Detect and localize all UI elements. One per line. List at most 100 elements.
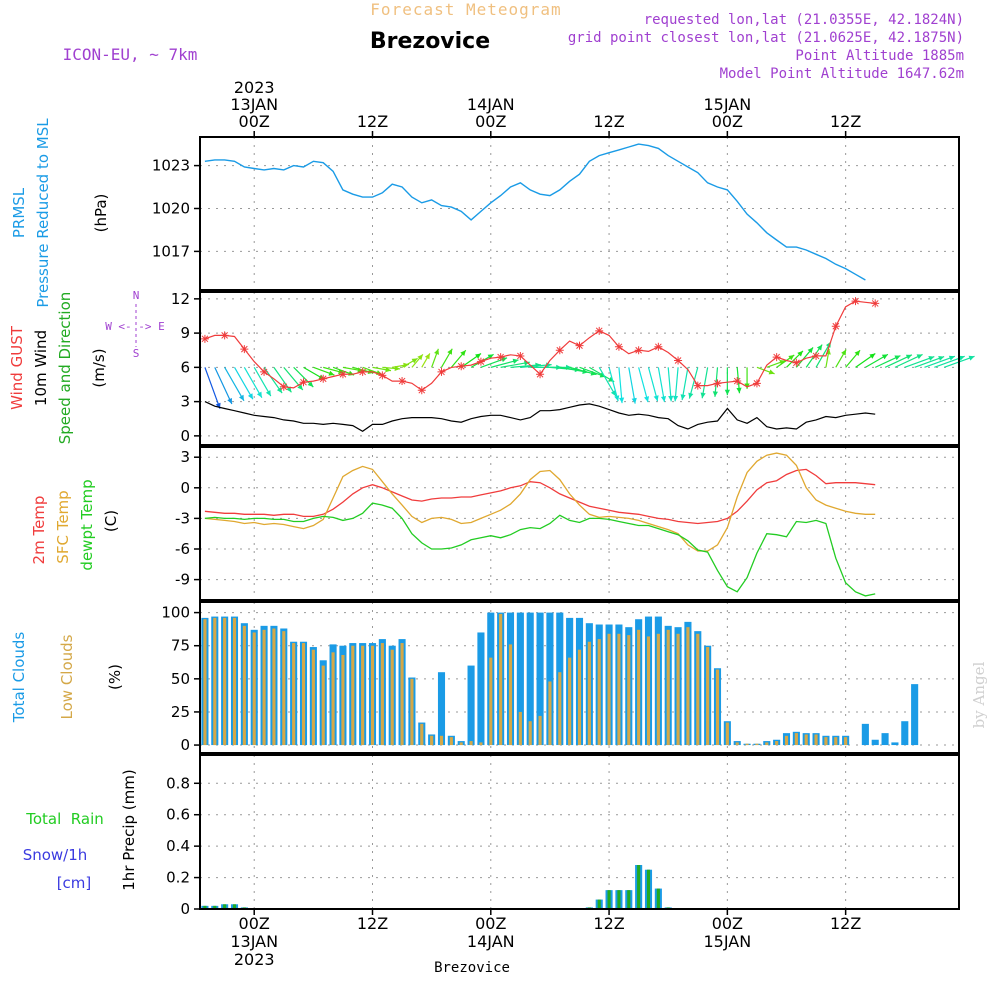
- gust-marker: [398, 377, 407, 386]
- temp-label-dewpt: dewpt Temp: [78, 479, 96, 570]
- rain-bar: [637, 865, 641, 909]
- gust-marker: [378, 371, 387, 380]
- gust-marker: [476, 357, 485, 366]
- total-cloud-bar: [437, 672, 446, 746]
- rain-bar: [627, 890, 631, 909]
- wind-arrow-head: [487, 354, 494, 360]
- low-cloud-bar: [577, 649, 582, 746]
- low-cloud-bar: [430, 735, 434, 746]
- precip-legend-cm: [cm]: [57, 874, 92, 892]
- precip-label: Total Rain Snow/1h [cm] 1hr Precip (mm): [23, 769, 138, 892]
- y-tick-label: -6: [175, 540, 190, 558]
- wind-arrow-head: [610, 390, 616, 397]
- low-cloud-bar: [420, 723, 424, 746]
- low-cloud-bar: [607, 633, 611, 746]
- cloud-label: Total Clouds Low Clouds (%): [10, 632, 124, 724]
- low-cloud-bar: [587, 641, 591, 746]
- gust-marker: [831, 322, 840, 331]
- low-cloud-bar: [242, 625, 246, 746]
- bottom-time-label: 12Z: [830, 914, 861, 933]
- total-cloud-bar: [536, 612, 544, 746]
- low-cloud-bar: [725, 722, 729, 746]
- wind-arrow-head: [854, 350, 861, 357]
- rain-bar: [656, 888, 660, 909]
- wind-arrow: [618, 367, 623, 404]
- total-cloud-bar: [516, 612, 524, 746]
- wind-arrow-head: [328, 370, 335, 376]
- wind-arrow-head: [680, 394, 686, 401]
- low-cloud-bar: [370, 645, 375, 746]
- wind-arrow-head: [807, 347, 814, 354]
- wind-arrow-head: [653, 395, 659, 402]
- compass-west-east: W <- -> E: [105, 320, 165, 333]
- total-cloud-bar: [861, 723, 869, 746]
- gust-marker: [358, 367, 367, 376]
- panel-frame: [199, 136, 960, 291]
- gust-marker: [220, 331, 229, 340]
- precip-legend-rain: Total Rain: [25, 810, 104, 828]
- wind-arrow: [647, 367, 659, 402]
- low-cloud-bar: [686, 627, 690, 746]
- wind-arrow-head: [881, 354, 888, 360]
- y-tick-label: 0.8: [166, 774, 190, 792]
- wind-arrow-head: [712, 391, 718, 397]
- wind-arrow-head: [841, 349, 847, 356]
- low-cloud-bar: [292, 643, 296, 746]
- wind-arrow-head: [447, 348, 453, 355]
- rain-bar: [213, 905, 217, 909]
- wind-arrow-head: [797, 350, 803, 357]
- low-cloud-bar: [223, 617, 227, 746]
- low-cloud-bar: [331, 652, 335, 746]
- low-cloud-bar: [439, 735, 444, 746]
- wind-arrow: [657, 367, 666, 402]
- low-cloud-bar: [745, 743, 749, 746]
- wind-arrow-head: [700, 392, 706, 399]
- wind-arrow-head: [297, 384, 303, 391]
- wind-arrow-head: [276, 387, 283, 394]
- top-time-label: 12Z: [357, 112, 388, 131]
- low-cloud-bar: [272, 628, 276, 746]
- low-cloud-bar: [765, 742, 769, 746]
- y-tick-label: 0: [180, 900, 190, 918]
- gust-marker: [536, 370, 545, 379]
- gust-marker: [851, 297, 860, 306]
- low-cloud-bar: [232, 617, 237, 746]
- temp-dewpt-line: [204, 502, 876, 597]
- low-cloud-bar: [518, 711, 522, 746]
- bottom-time-label: 15JAN: [703, 932, 751, 951]
- wind-arrow: [628, 367, 636, 404]
- wind-arrow-head: [644, 396, 650, 403]
- top-time-label: 15JAN: [703, 95, 751, 114]
- y-tick-label: 0.4: [166, 837, 190, 855]
- wind-arrow-head: [631, 397, 637, 404]
- wind-arrow-head: [688, 392, 694, 399]
- bottom-time-label: 00Z: [475, 914, 506, 933]
- low-cloud-bar: [262, 629, 266, 746]
- temp-2m-line: [204, 468, 876, 525]
- wind-arrow-head: [348, 370, 355, 376]
- cloud-unit: (%): [106, 664, 124, 690]
- low-cloud-bar: [666, 629, 670, 746]
- low-cloud-bar: [814, 734, 818, 746]
- y-tick-label: 0.6: [166, 806, 190, 824]
- y-tick-label: 6: [180, 358, 190, 376]
- top-time-label: 12Z: [830, 112, 861, 131]
- wind-arrow-head: [434, 348, 439, 355]
- low-cloud-bar: [311, 649, 315, 746]
- low-cloud-bar: [301, 643, 306, 746]
- gust-marker: [516, 351, 525, 360]
- wind-arrow-head: [668, 395, 674, 402]
- low-cloud-bar: [637, 629, 641, 746]
- wind-arrow-head: [816, 344, 823, 351]
- y-tick-label: 0: [180, 427, 190, 445]
- panel-frame: [199, 754, 960, 910]
- watermark: by Angel: [970, 661, 988, 728]
- wind-arrow-head: [968, 355, 975, 361]
- wind-arrow: [243, 367, 263, 398]
- top-time-label: 12Z: [593, 112, 624, 131]
- wind-arrow-head: [385, 367, 392, 373]
- footer-location: Brezovice: [434, 960, 510, 976]
- wind-arrow-head: [958, 355, 965, 361]
- bottom-time-label: 2023: [234, 950, 275, 969]
- low-cloud-bar: [646, 636, 651, 746]
